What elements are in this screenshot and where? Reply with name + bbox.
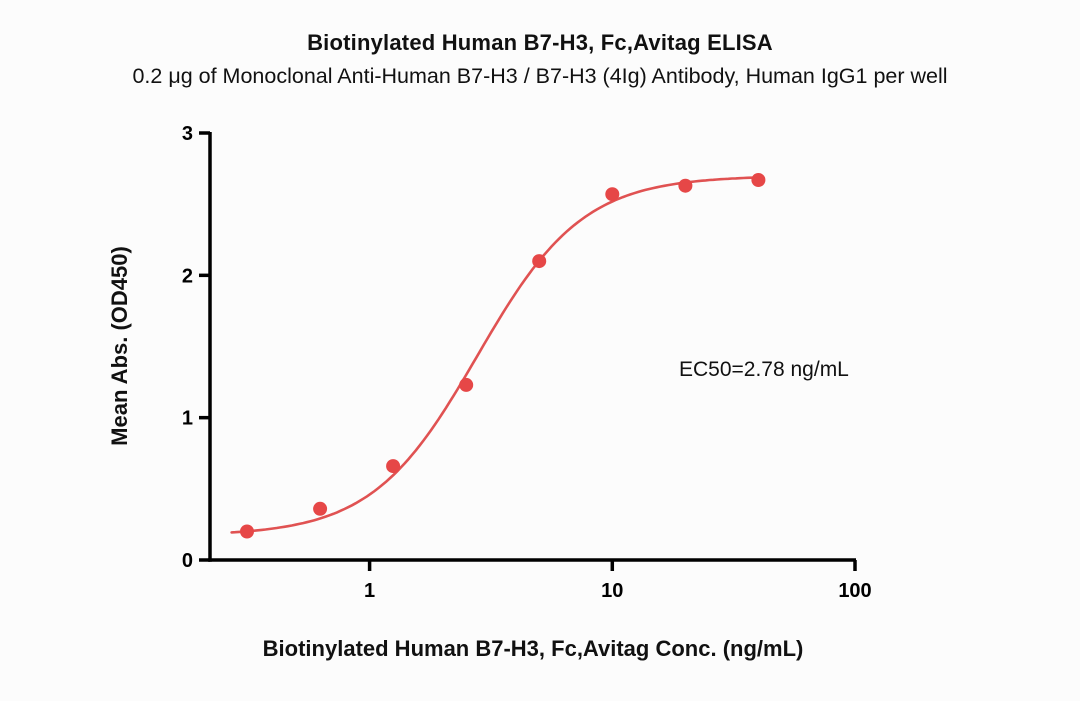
fit-curve bbox=[230, 176, 760, 534]
y-tick-label: 1 bbox=[182, 408, 193, 430]
y-tick-label: 0 bbox=[182, 550, 193, 572]
data-point bbox=[459, 377, 474, 392]
data-point bbox=[386, 459, 401, 474]
data-point bbox=[605, 187, 620, 202]
data-point bbox=[240, 524, 254, 539]
data-point bbox=[678, 178, 693, 193]
x-axis-title: Biotinylated Human B7-H3, Fc,Avitag Conc… bbox=[262, 636, 804, 661]
y-tick-label: 2 bbox=[182, 265, 193, 287]
data-point bbox=[751, 173, 766, 187]
x-tick-label: 1 bbox=[364, 580, 375, 602]
data-point bbox=[532, 254, 547, 269]
data-point bbox=[313, 501, 328, 516]
chart-title: Biotinylated Human B7-H3, Fc,Avitag ELIS… bbox=[307, 30, 773, 55]
y-tick-label: 3 bbox=[182, 123, 193, 145]
x-tick-label: 10 bbox=[601, 580, 623, 602]
chart-subtitle: 0.2 μg of Monoclonal Anti-Human B7-H3 / … bbox=[132, 64, 948, 88]
ec50-annotation: EC50=2.78 ng/mL bbox=[679, 358, 849, 381]
x-tick-label: 100 bbox=[838, 580, 871, 602]
